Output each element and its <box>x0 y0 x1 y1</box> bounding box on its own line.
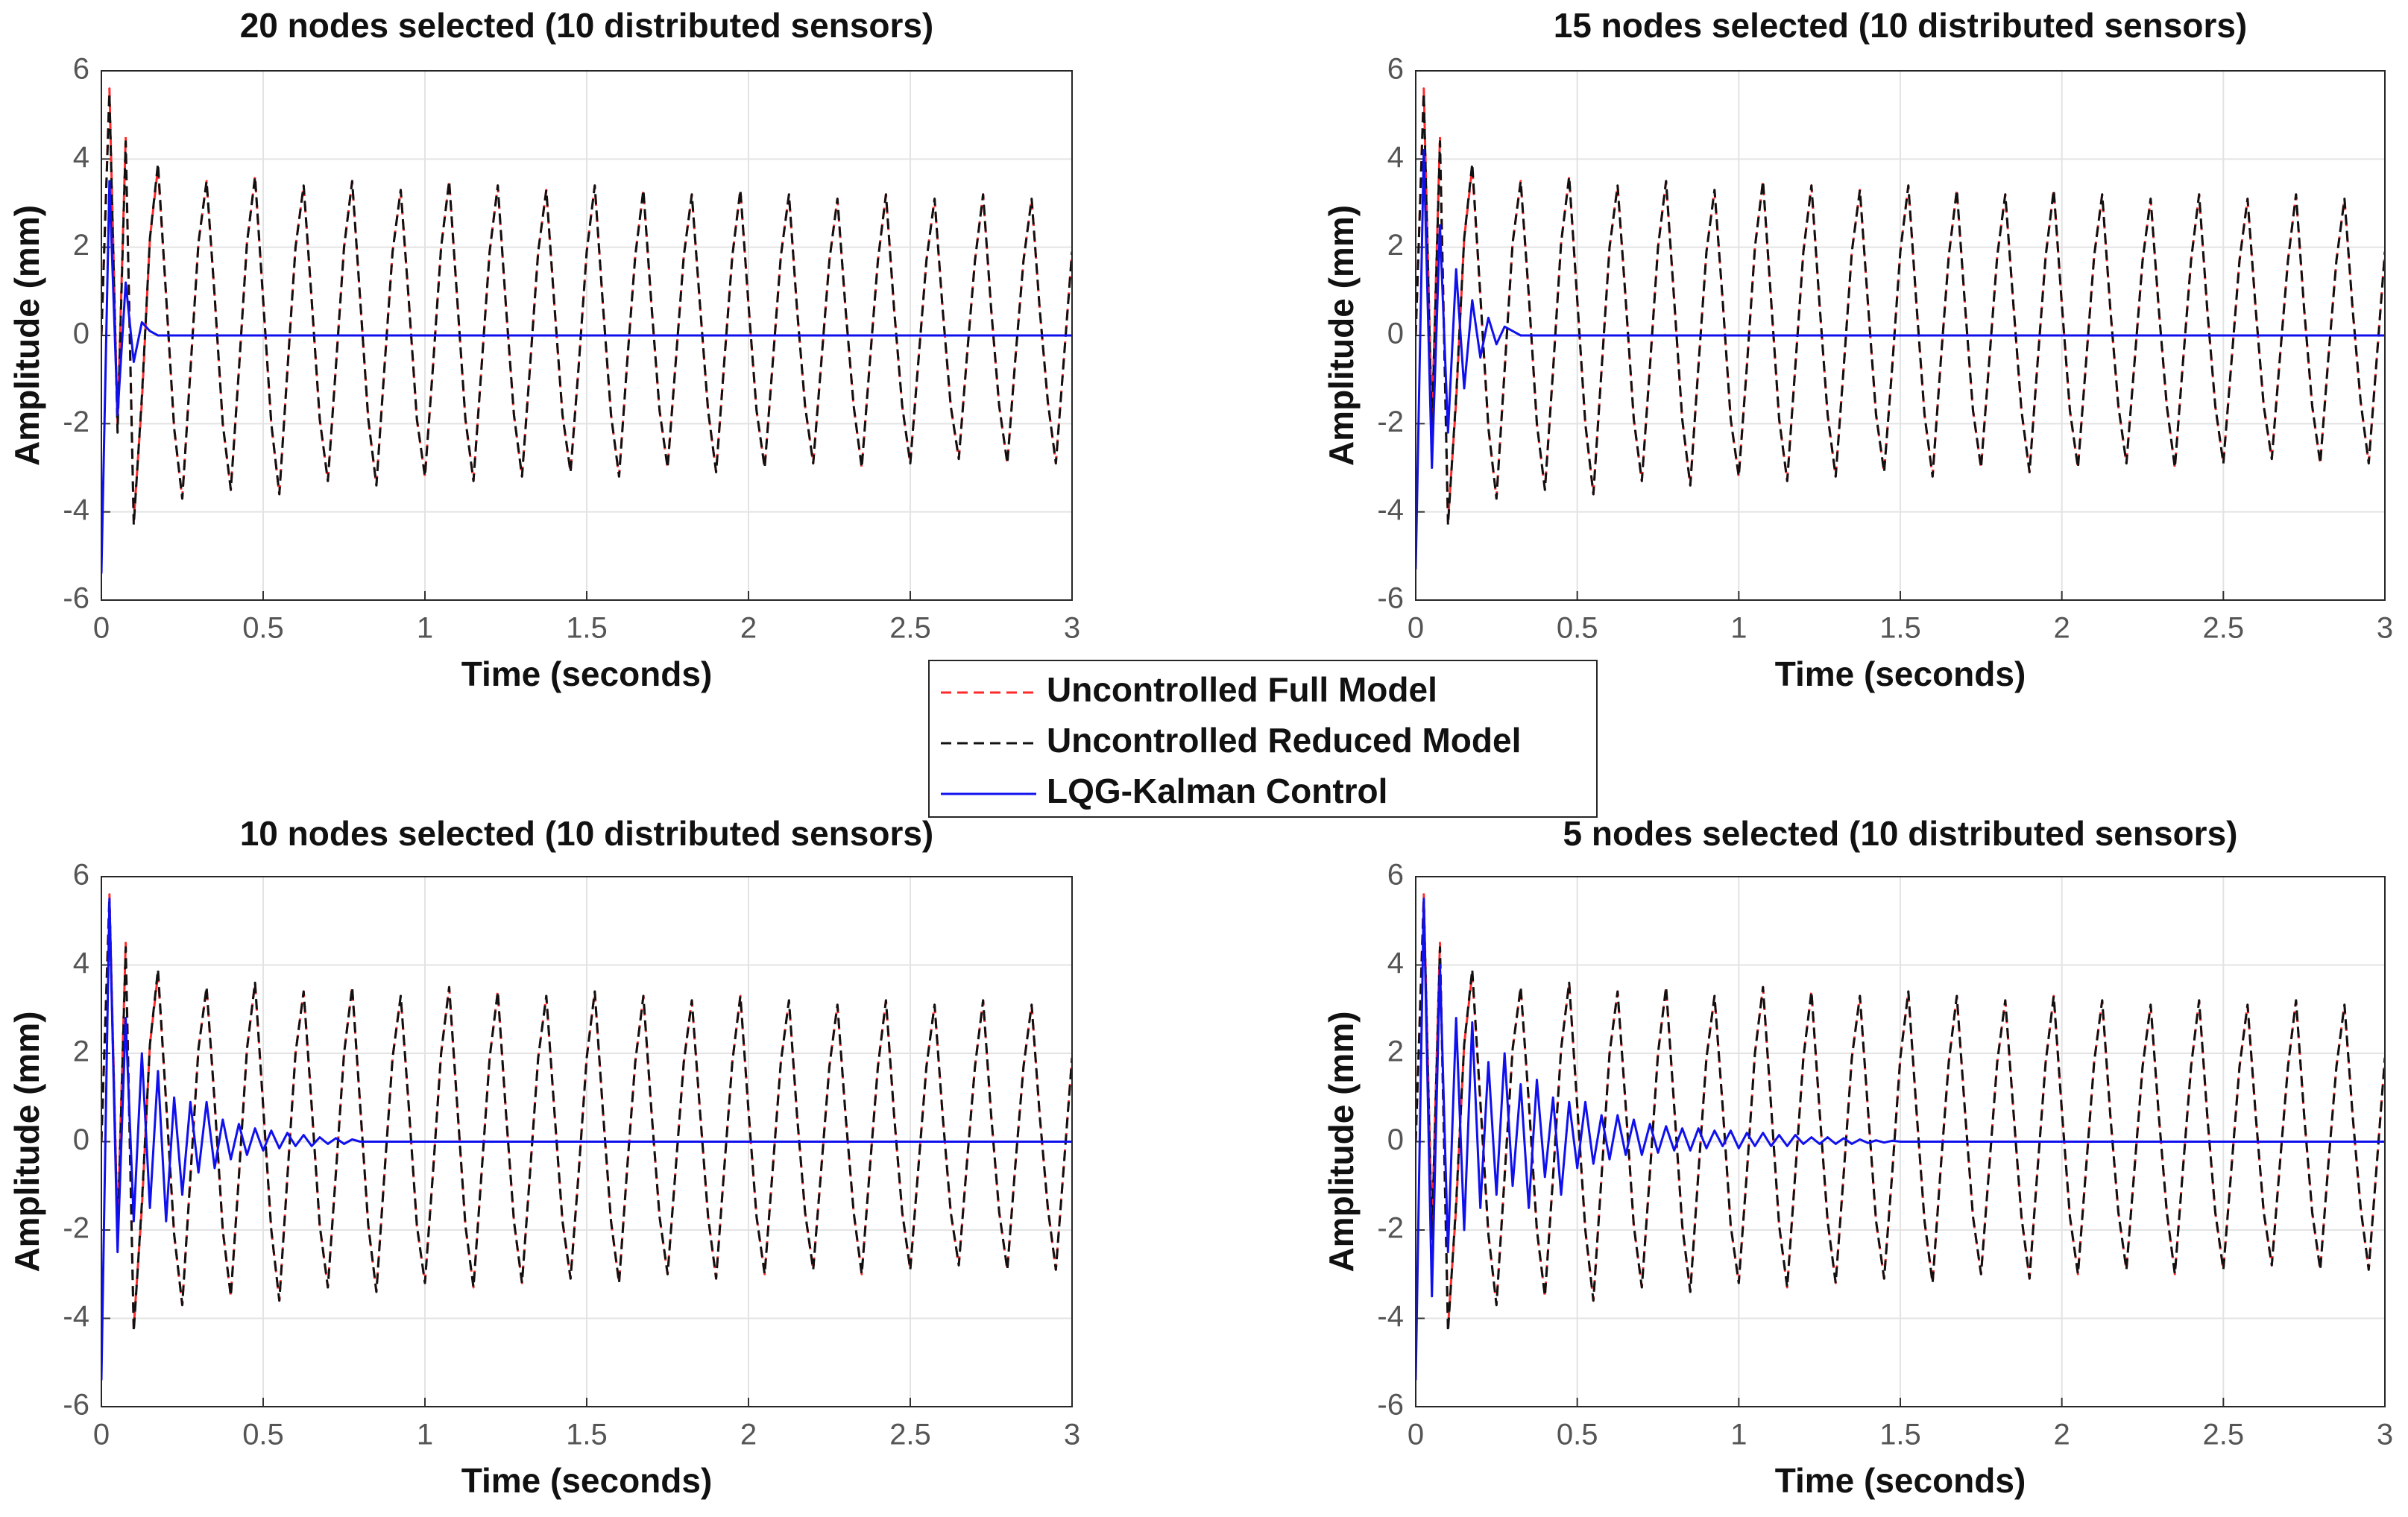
x-tick-label: 2.5 <box>2203 1419 2245 1451</box>
y-tick-label: 4 <box>1387 141 1404 174</box>
x-tick-label: 1 <box>1730 612 1747 645</box>
x-tick-label: 1.5 <box>566 612 608 645</box>
series-line <box>1416 898 2385 1381</box>
subplot: 0 0.5 1 1.5 2 2.5 3 -6 -4 -2 0 2 4 6 5 nodes selected … <box>1322 814 2393 1500</box>
x-tick-label: 1.5 <box>1879 612 1921 645</box>
series-line <box>101 898 1072 1333</box>
x-axis-label: Time (seconds) <box>461 1461 713 1500</box>
x-tick-label: 0 <box>1408 612 1424 645</box>
subplot: 0 0.5 1 1.5 2 2.5 3 -6 -4 -2 0 2 4 6 20 nodes selected… <box>7 6 1080 693</box>
legend-label: Uncontrolled Full Model <box>1047 670 1437 709</box>
x-axis-label: Time (seconds) <box>1775 1461 2026 1500</box>
x-tick-label: 0 <box>1408 1419 1424 1451</box>
x-tick-label: 2.5 <box>2203 612 2245 645</box>
y-tick-label: 2 <box>1387 1035 1404 1068</box>
x-tick-label: 2.5 <box>889 612 931 645</box>
series-line <box>1416 898 2385 1333</box>
subplot: 0 0.5 1 1.5 2 2.5 3 -6 -4 -2 0 2 4 6 10 nodes selected… <box>7 814 1080 1500</box>
y-tick-label: -4 <box>63 493 89 526</box>
chart-title: 5 nodes selected (10 distributed sensors… <box>1563 814 2238 853</box>
chart-title: 15 nodes selected (10 distributed sensor… <box>1554 6 2248 45</box>
y-tick-label: 6 <box>1387 53 1404 86</box>
y-tick-label: 2 <box>73 229 89 262</box>
y-tick-label: 4 <box>73 947 89 980</box>
y-tick-label: -2 <box>63 1212 89 1245</box>
series-line <box>1416 149 2385 570</box>
subplot: 0 0.5 1 1.5 2 2.5 3 -6 -4 -2 0 2 4 6 15 nodes selected… <box>1322 6 2393 693</box>
y-tick-label: -6 <box>63 1389 89 1422</box>
y-tick-label: 6 <box>73 859 89 892</box>
y-tick-label: -4 <box>1377 493 1404 526</box>
y-tick-label: 0 <box>1387 318 1404 350</box>
y-tick-label: -2 <box>1377 1212 1404 1245</box>
x-axis-label: Time (seconds) <box>461 655 713 693</box>
y-axis-label: Amplitude (mm) <box>1322 1011 1361 1272</box>
y-tick-label: 2 <box>73 1035 89 1068</box>
x-tick-label: 1.5 <box>566 1419 608 1451</box>
x-tick-label: 2 <box>2054 612 2070 645</box>
y-tick-label: 0 <box>1387 1123 1404 1156</box>
x-tick-label: 0.5 <box>242 612 284 645</box>
y-tick-label: -4 <box>63 1300 89 1333</box>
x-tick-label: 3 <box>1064 1419 1080 1451</box>
axes-box <box>1415 70 2386 601</box>
y-axis-label: Amplitude (mm) <box>1322 205 1361 466</box>
y-axis-label: Amplitude (mm) <box>7 1011 46 1272</box>
x-tick-label: 2 <box>740 612 757 645</box>
x-tick-label: 0 <box>93 1419 110 1451</box>
x-tick-label: 0.5 <box>1557 612 1598 645</box>
y-tick-label: -2 <box>1377 406 1404 438</box>
y-tick-label: 2 <box>1387 229 1404 262</box>
series-line <box>101 180 1072 574</box>
x-tick-label: 0.5 <box>242 1419 284 1451</box>
legend-label: Uncontrolled Reduced Model <box>1047 721 1521 760</box>
y-tick-label: 4 <box>1387 947 1404 980</box>
y-tick-label: 0 <box>73 1123 89 1156</box>
x-tick-label: 0.5 <box>1557 1419 1598 1451</box>
axes-box <box>1415 876 2386 1407</box>
y-tick-label: -6 <box>1377 582 1404 615</box>
x-tick-label: 1 <box>1730 1419 1747 1451</box>
x-tick-label: 2 <box>740 1419 757 1451</box>
y-tick-label: 6 <box>73 53 89 86</box>
y-tick-label: 4 <box>73 141 89 174</box>
x-tick-label: 3 <box>2377 1419 2393 1451</box>
y-tick-label: 6 <box>1387 859 1404 892</box>
chart-title: 10 nodes selected (10 distributed sensor… <box>240 814 934 853</box>
x-tick-label: 0 <box>93 612 110 645</box>
series-line <box>101 92 1072 526</box>
y-axis-label: Amplitude (mm) <box>7 205 46 466</box>
x-axis-label: Time (seconds) <box>1775 655 2026 693</box>
legend-box <box>928 660 1598 818</box>
x-tick-label: 1 <box>417 1419 433 1451</box>
x-tick-label: 3 <box>2377 612 2393 645</box>
x-tick-label: 3 <box>1064 612 1080 645</box>
x-tick-label: 2 <box>2054 1419 2070 1451</box>
chart-title: 20 nodes selected (10 distributed sensor… <box>240 6 934 45</box>
legend-label: LQG-Kalman Control <box>1047 772 1387 810</box>
y-tick-label: -2 <box>63 406 89 438</box>
legend: Uncontrolled Full Model Uncontrolled Redu… <box>928 660 1598 818</box>
x-tick-label: 2.5 <box>889 1419 931 1451</box>
y-tick-label: -6 <box>63 582 89 615</box>
x-tick-label: 1 <box>417 612 433 645</box>
axes-box <box>101 876 1073 1407</box>
y-tick-label: -6 <box>1377 1389 1404 1422</box>
series-line <box>1416 92 2385 526</box>
x-tick-label: 1.5 <box>1879 1419 1921 1451</box>
series-line <box>101 898 1072 1381</box>
axes-box <box>101 70 1073 601</box>
y-tick-label: -4 <box>1377 1300 1404 1333</box>
y-tick-label: 0 <box>73 318 89 350</box>
